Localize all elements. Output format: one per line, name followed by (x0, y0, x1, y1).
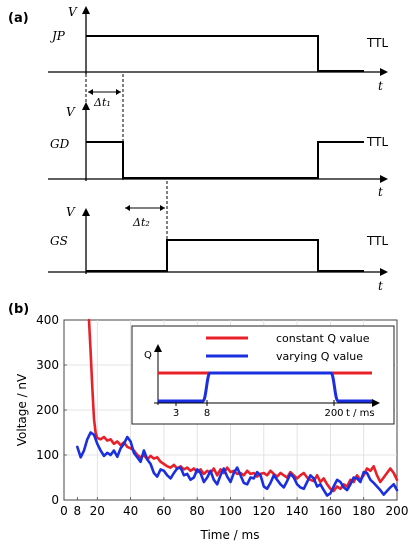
waveform-gs (86, 239, 364, 272)
x-tick-label: 60 (156, 504, 171, 518)
v-label-gs: V (66, 205, 76, 219)
x-tick-label: 200 (386, 504, 409, 518)
inset-legend-label-varying: varying Q value (276, 350, 363, 363)
x-tick-label: 160 (319, 504, 342, 518)
panel-a-label: (a) (8, 11, 29, 26)
panel-b: (b) 0 8 20 40 60 80 100 120 140 160 180 200 0100200… (8, 302, 408, 542)
signal-name-jp: JP (49, 29, 66, 43)
inset-varying-q-line (158, 371, 372, 403)
inset-frame (131, 325, 395, 425)
signal-gs: V t GS TTL (48, 205, 388, 293)
y-tick-label: 400 (36, 313, 59, 327)
x-ticks: 0 8 20 40 60 80 100 120 140 160 180 200 (60, 497, 408, 518)
y-tick-label: 200 (36, 403, 59, 417)
inset-tick-label-3: 3 (173, 408, 179, 419)
delay-2-label: Δt₂ (132, 216, 150, 229)
inset-tick-label-8: 8 (204, 408, 210, 419)
x-tick-label: 180 (352, 504, 375, 518)
v-label-gd: V (66, 105, 76, 119)
signal-name-gd: GD (50, 137, 70, 151)
t-label-gd: t (378, 185, 383, 199)
v-label-jp: V (68, 5, 78, 19)
t-label-gs: t (378, 279, 383, 293)
panel-a: (a) V t JP TTL Δt₁ V t GD TTL (8, 5, 388, 293)
x-tick-label: 40 (123, 504, 138, 518)
x-tick-label: 80 (190, 504, 205, 518)
delay-1: Δt₁ (85, 74, 124, 180)
x-axis-label: Time / ms (200, 528, 260, 542)
series-line-varying-q (76, 431, 399, 497)
signal-gd: V t GD TTL (48, 102, 388, 199)
inset-legend-label-constant: constant Q value (276, 332, 370, 345)
ttl-label-gs: TTL (366, 234, 388, 248)
x-tick-label: 8 (73, 504, 81, 518)
waveform-gd (86, 141, 364, 179)
waveform-jp (86, 35, 364, 72)
x-tick-label: 0 (60, 504, 68, 518)
panel-b-label: (b) (8, 302, 29, 317)
delay-2: Δt₂ (125, 181, 168, 270)
inset-tick-label-200: 200 (324, 408, 343, 419)
signal-name-gs: GS (50, 234, 68, 248)
signal-jp: V t JP TTL (48, 5, 388, 93)
inset: constant Q value varying Q value Q t / m… (131, 325, 395, 425)
series-lines (76, 318, 399, 497)
inset-x-label: t / ms (346, 408, 375, 419)
x-tick-label: 140 (286, 504, 309, 518)
t-label-jp: t (378, 79, 383, 93)
y-axis-label: Voltage / nV (15, 373, 29, 446)
ttl-label-gd: TTL (366, 135, 388, 149)
inset-y-label: Q (144, 350, 152, 361)
ttl-label-jp: TTL (366, 36, 388, 50)
delay-1-label: Δt₁ (93, 96, 111, 109)
y-tick-label: 300 (36, 358, 59, 372)
y-ticks: 0 100 200 300 400 (36, 313, 67, 507)
y-tick-label: 0 (51, 493, 59, 507)
x-tick-label: 20 (90, 504, 105, 518)
y-tick-label: 100 (36, 448, 59, 462)
x-tick-label: 100 (219, 504, 242, 518)
x-tick-label: 120 (252, 504, 275, 518)
